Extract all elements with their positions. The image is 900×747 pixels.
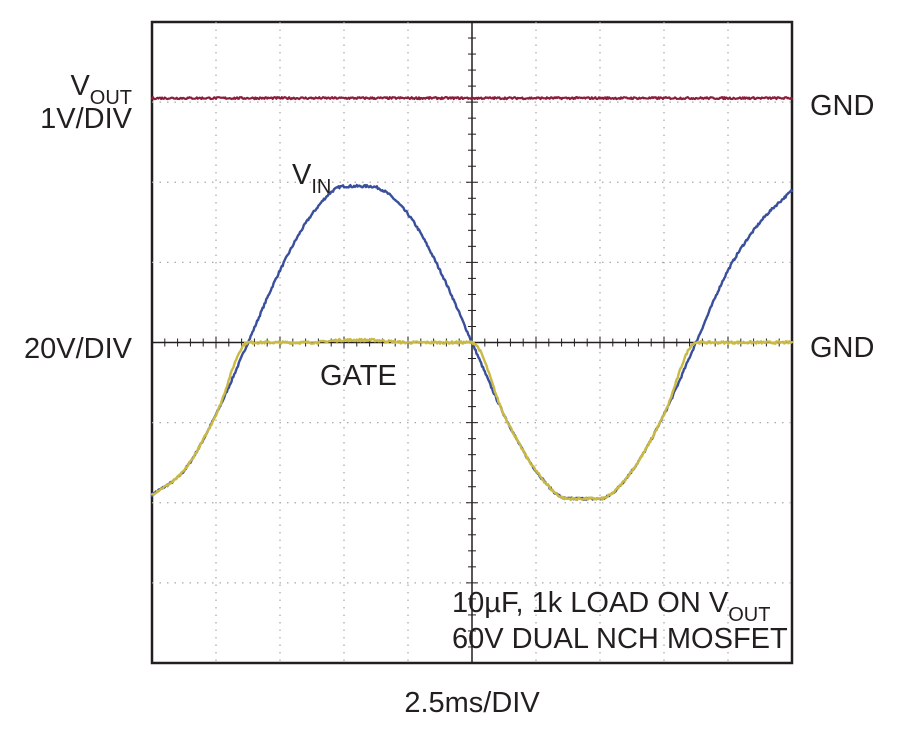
gnd-label-top: GND <box>810 90 874 122</box>
annotation-line-1: 10µF, 1k LOAD ON VOUT <box>452 587 770 626</box>
vin-trace-label: VIN <box>292 159 331 198</box>
vin-scale-label: 20V/DIV <box>24 333 133 365</box>
x-scale-label: 2.5ms/DIV <box>404 687 540 719</box>
annotation-line-2: 60V DUAL NCH MOSFET <box>452 623 788 655</box>
vout-trace <box>150 96 794 101</box>
vout-scale-label: 1V/DIV <box>40 103 133 135</box>
gate-trace <box>150 337 794 502</box>
gate-trace-label: GATE <box>320 360 397 392</box>
vout-label: VOUT <box>70 70 132 109</box>
traces <box>150 96 794 502</box>
gnd-label-mid: GND <box>810 332 874 364</box>
grid <box>152 22 792 663</box>
